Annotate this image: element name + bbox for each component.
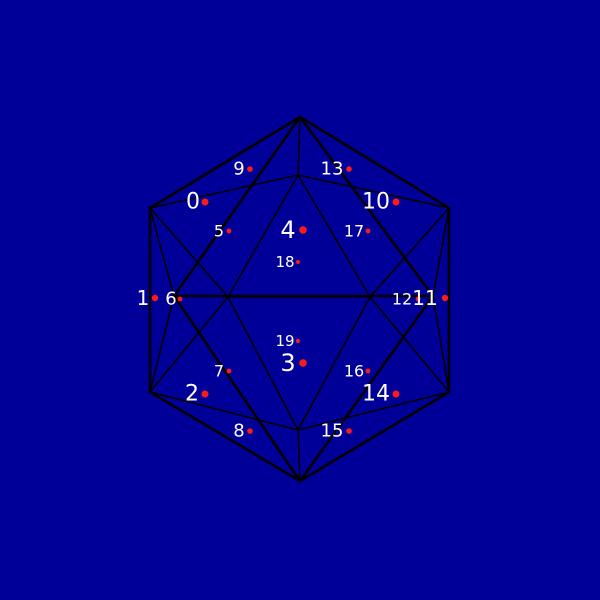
face-dot-18 [296, 260, 300, 264]
edge-l-b [172, 294, 302, 483]
face-dot-9 [247, 166, 253, 172]
edge-ur-r [432, 207, 450, 297]
face-label-2: 2 [185, 382, 199, 407]
face-dot-7 [226, 368, 232, 374]
face-label-19: 19 [275, 332, 294, 350]
edge-ll-b [148, 390, 302, 483]
face-dot-2 [201, 390, 209, 398]
face-label-5: 5 [214, 222, 224, 241]
face-label-16: 16 [344, 362, 364, 381]
face-label-1: 1 [137, 286, 150, 310]
face-center-dots [151, 166, 449, 434]
edge-it-iul [227, 174, 299, 298]
edge-b-ib [297, 429, 301, 482]
face-label-17: 17 [344, 222, 364, 241]
edge-t-r [298, 115, 435, 298]
edge-t-l [172, 115, 302, 298]
edge-ur-iur [369, 207, 450, 298]
face-dot-6 [177, 296, 183, 302]
face-label-12: 12 [392, 290, 412, 309]
edge-r-b [298, 294, 435, 483]
face-dot-5 [226, 228, 232, 234]
face-label-14: 14 [362, 382, 390, 407]
edge-t-ur [298, 115, 451, 210]
face-dot-0 [201, 198, 209, 206]
edge-lr-ib [297, 391, 450, 431]
face-label-10: 10 [362, 190, 390, 215]
face-dot-11 [441, 294, 449, 302]
edge-lr-r [432, 295, 450, 393]
face-label-6: 6 [165, 289, 176, 310]
edge-ul-iul [149, 207, 229, 298]
face-label-7: 7 [214, 362, 224, 381]
face-label-18: 18 [275, 253, 294, 271]
face-dot-3 [299, 359, 307, 367]
face-dot-16 [365, 368, 371, 374]
face-dot-15 [346, 428, 352, 434]
edge-t-ul [148, 115, 302, 210]
edge-iul-ib [227, 296, 299, 431]
face-dot-10 [392, 198, 400, 206]
face-label-8: 8 [233, 421, 244, 442]
face-dot-17 [365, 228, 371, 234]
face-dot-13 [346, 166, 352, 172]
edge-ur-it [297, 174, 450, 209]
face-label-13: 13 [321, 159, 344, 180]
face-label-9: 9 [233, 159, 244, 180]
face-label-0: 0 [186, 190, 200, 215]
edge-ll-ib [149, 391, 299, 431]
edge-lr-b [298, 390, 451, 483]
edge-it-iur [297, 174, 371, 298]
face-label-11: 11 [412, 286, 437, 310]
face-dot-8 [247, 428, 253, 434]
edge-ul-it [149, 174, 299, 209]
edge-iur-ib [297, 296, 371, 431]
face-dot-4 [299, 226, 307, 234]
face-label-15: 15 [321, 421, 344, 442]
face-label-4: 4 [280, 216, 295, 244]
edges-group [148, 115, 451, 483]
edge-ll-iul [149, 296, 229, 393]
edge-t-it [297, 116, 301, 176]
edge-ll-l [149, 295, 175, 393]
face-dot-19 [296, 339, 300, 343]
face-dot-14 [392, 390, 400, 398]
edge-lr-iur [369, 296, 450, 393]
face-dot-12 [415, 296, 421, 302]
face-label-3: 3 [280, 349, 295, 377]
face-dot-1 [151, 294, 159, 302]
edge-ul-l [149, 207, 175, 297]
